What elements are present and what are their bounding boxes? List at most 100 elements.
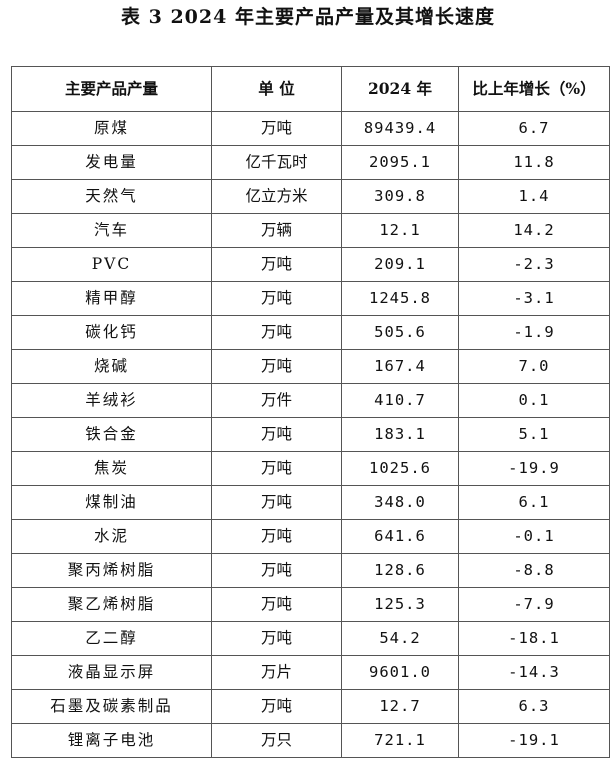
cell-unit: 万吨 <box>211 417 342 452</box>
table-row: 石墨及碳素制品 万吨 12.7 6.3 <box>11 689 610 724</box>
cell-growth: -19.9 <box>458 451 610 486</box>
cell-product: 聚丙烯树脂 <box>11 553 212 588</box>
cell-unit: 万只 <box>211 723 342 758</box>
cell-growth: 6.1 <box>458 485 610 520</box>
table-row: PVC 万吨 209.1 -2.3 <box>11 247 610 282</box>
cell-unit: 万吨 <box>211 349 342 384</box>
header-product: 主要产品产量 <box>11 66 212 112</box>
table-row: 汽车 万辆 12.1 14.2 <box>11 213 610 248</box>
cell-product: 精甲醇 <box>11 281 212 316</box>
table-row: 天然气 亿立方米 309.8 1.4 <box>11 179 610 214</box>
header-year: 2024 年 <box>341 66 459 112</box>
cell-growth: 6.3 <box>458 689 610 724</box>
cell-value: 125.3 <box>341 587 459 622</box>
cell-product: PVC <box>11 247 212 282</box>
cell-product: 液晶显示屏 <box>11 655 212 690</box>
cell-value: 12.1 <box>341 213 459 248</box>
table-row: 焦炭 万吨 1025.6 -19.9 <box>11 451 610 486</box>
cell-growth: -1.9 <box>458 315 610 350</box>
cell-unit: 万件 <box>211 383 342 418</box>
cell-value: 505.6 <box>341 315 459 350</box>
cell-value: 12.7 <box>341 689 459 724</box>
table-row: 原煤 万吨 89439.4 6.7 <box>11 111 610 146</box>
cell-growth: -2.3 <box>458 247 610 282</box>
cell-product: 发电量 <box>11 145 212 180</box>
cell-value: 167.4 <box>341 349 459 384</box>
cell-unit: 亿千瓦时 <box>211 145 342 180</box>
header-row: 主要产品产量 单 位 2024 年 比上年增长（%） <box>11 66 610 112</box>
cell-growth: -19.1 <box>458 723 610 758</box>
cell-unit: 万吨 <box>211 519 342 554</box>
cell-value: 2095.1 <box>341 145 459 180</box>
table-row: 水泥 万吨 641.6 -0.1 <box>11 519 610 554</box>
cell-growth: -0.1 <box>458 519 610 554</box>
cell-growth: 14.2 <box>458 213 610 248</box>
cell-value: 721.1 <box>341 723 459 758</box>
cell-growth: -7.9 <box>458 587 610 622</box>
table-row: 乙二醇 万吨 54.2 -18.1 <box>11 621 610 656</box>
cell-product: 烧碱 <box>11 349 212 384</box>
cell-product: 水泥 <box>11 519 212 554</box>
cell-value: 128.6 <box>341 553 459 588</box>
cell-value: 209.1 <box>341 247 459 282</box>
table-row: 液晶显示屏 万片 9601.0 -14.3 <box>11 655 610 690</box>
cell-growth: -3.1 <box>458 281 610 316</box>
cell-growth: 0.1 <box>458 383 610 418</box>
cell-unit: 万吨 <box>211 451 342 486</box>
header-unit: 单 位 <box>211 66 342 112</box>
table-row: 羊绒衫 万件 410.7 0.1 <box>11 383 610 418</box>
cell-value: 309.8 <box>341 179 459 214</box>
cell-unit: 万吨 <box>211 315 342 350</box>
cell-growth: 5.1 <box>458 417 610 452</box>
cell-product: 铁合金 <box>11 417 212 452</box>
cell-unit: 万片 <box>211 655 342 690</box>
table-row: 锂离子电池 万只 721.1 -19.1 <box>11 723 610 758</box>
cell-unit: 万吨 <box>211 485 342 520</box>
cell-product: 碳化钙 <box>11 315 212 350</box>
cell-growth: 6.7 <box>458 111 610 146</box>
cell-unit: 万辆 <box>211 213 342 248</box>
cell-unit: 万吨 <box>211 111 342 146</box>
cell-unit: 万吨 <box>211 247 342 282</box>
cell-product: 羊绒衫 <box>11 383 212 418</box>
table-row: 聚丙烯树脂 万吨 128.6 -8.8 <box>11 553 610 588</box>
cell-value: 1245.8 <box>341 281 459 316</box>
table-row: 烧碱 万吨 167.4 7.0 <box>11 349 610 384</box>
cell-value: 183.1 <box>341 417 459 452</box>
cell-product: 乙二醇 <box>11 621 212 656</box>
cell-growth: -18.1 <box>458 621 610 656</box>
cell-product: 煤制油 <box>11 485 212 520</box>
cell-unit: 亿立方米 <box>211 179 342 214</box>
cell-unit: 万吨 <box>211 553 342 588</box>
table-row: 铁合金 万吨 183.1 5.1 <box>11 417 610 452</box>
cell-product: 石墨及碳素制品 <box>11 689 212 724</box>
cell-value: 348.0 <box>341 485 459 520</box>
table-row: 煤制油 万吨 348.0 6.1 <box>11 485 610 520</box>
cell-product: 焦炭 <box>11 451 212 486</box>
cell-value: 54.2 <box>341 621 459 656</box>
cell-unit: 万吨 <box>211 587 342 622</box>
product-output-table: 主要产品产量 单 位 2024 年 比上年增长（%） 原煤 万吨 89439.4 6.… <box>11 66 610 758</box>
cell-product: 锂离子电池 <box>11 723 212 758</box>
cell-growth: -14.3 <box>458 655 610 690</box>
table-row: 聚乙烯树脂 万吨 125.3 -7.9 <box>11 587 610 622</box>
table-row: 碳化钙 万吨 505.6 -1.9 <box>11 315 610 350</box>
cell-product: 原煤 <box>11 111 212 146</box>
cell-growth: 7.0 <box>458 349 610 384</box>
table-title: 表 3 2024 年主要产品产量及其增长速度 <box>121 6 495 28</box>
cell-value: 641.6 <box>341 519 459 554</box>
cell-value: 410.7 <box>341 383 459 418</box>
cell-product: 天然气 <box>11 179 212 214</box>
cell-value: 9601.0 <box>341 655 459 690</box>
cell-unit: 万吨 <box>211 281 342 316</box>
table-row: 精甲醇 万吨 1245.8 -3.1 <box>11 281 610 316</box>
cell-value: 89439.4 <box>341 111 459 146</box>
table-row: 发电量 亿千瓦时 2095.1 11.8 <box>11 145 610 180</box>
cell-growth: 1.4 <box>458 179 610 214</box>
cell-product: 聚乙烯树脂 <box>11 587 212 622</box>
cell-product: 汽车 <box>11 213 212 248</box>
cell-unit: 万吨 <box>211 689 342 724</box>
cell-unit: 万吨 <box>211 621 342 656</box>
cell-growth: -8.8 <box>458 553 610 588</box>
header-growth: 比上年增长（%） <box>458 66 610 112</box>
